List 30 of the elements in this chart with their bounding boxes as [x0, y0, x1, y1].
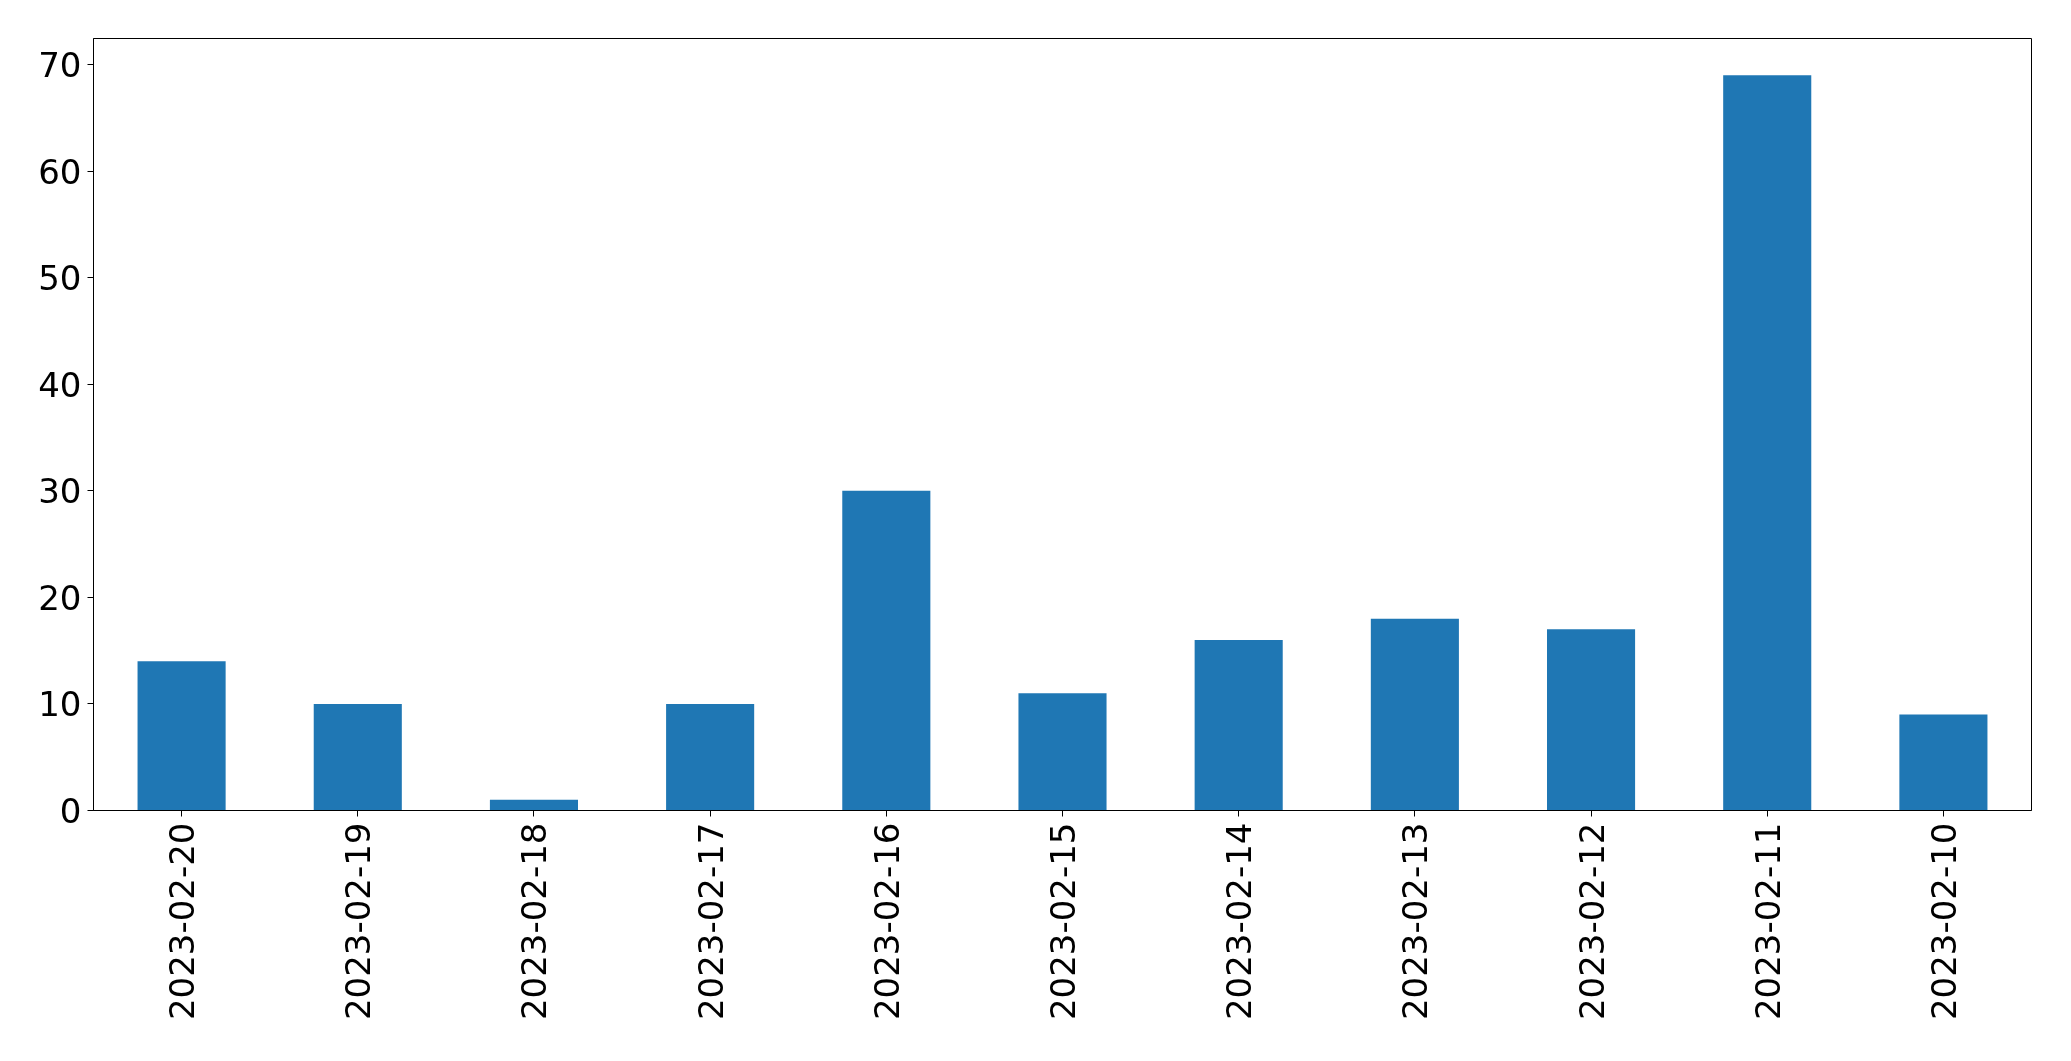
bar [313, 703, 402, 811]
y-tick-label: 60 [38, 151, 82, 192]
y-tick-label: 30 [38, 471, 82, 512]
x-tick-label: 2023-02-11 [1747, 822, 1788, 1021]
bar [842, 490, 931, 811]
bar [1723, 75, 1812, 811]
x-tick-label: 2023-02-10 [1923, 822, 1964, 1021]
x-tick-label: 2023-02-20 [162, 822, 203, 1021]
x-tick-label: 2023-02-17 [690, 822, 731, 1021]
bar [137, 661, 226, 811]
bar [1370, 618, 1459, 811]
y-tick-label: 0 [59, 791, 82, 831]
y-tick-label: 70 [38, 45, 82, 86]
y-tick-label: 40 [38, 364, 82, 405]
x-tick-label: 2023-02-18 [514, 822, 555, 1021]
bar [1018, 693, 1107, 811]
bar [1547, 629, 1636, 811]
x-tick-label: 2023-02-16 [866, 822, 907, 1021]
x-tick-label: 2023-02-14 [1219, 822, 1260, 1021]
bar [666, 703, 755, 811]
x-tick-label: 2023-02-15 [1043, 822, 1083, 1021]
y-tick-label: 50 [38, 258, 82, 299]
y-tick-label: 20 [38, 577, 82, 618]
bar [1194, 640, 1283, 811]
bar [1899, 714, 1988, 811]
y-tick-label: 10 [38, 684, 82, 725]
x-tick-label: 2023-02-13 [1395, 822, 1436, 1021]
x-tick-label: 2023-02-19 [338, 822, 379, 1021]
bar [489, 799, 578, 811]
x-tick-label: 2023-02-12 [1571, 822, 1612, 1021]
